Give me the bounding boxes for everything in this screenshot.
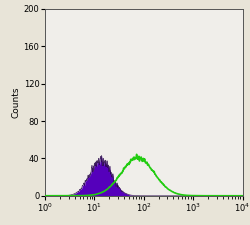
Y-axis label: Counts: Counts: [12, 87, 21, 118]
